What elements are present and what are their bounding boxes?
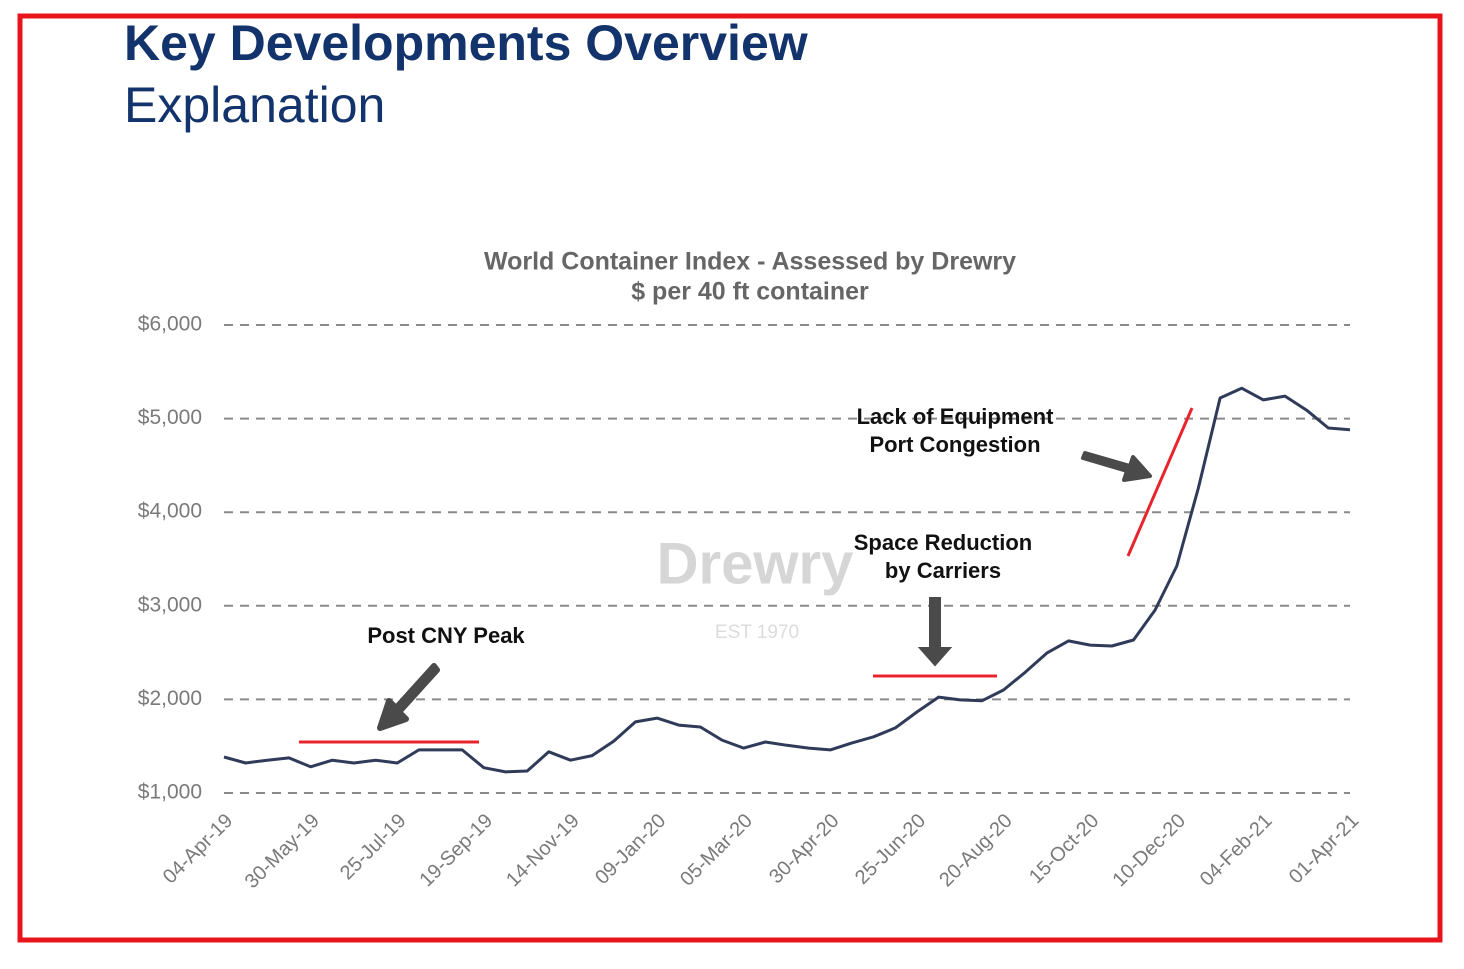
x-tick-label: 30-May-19 [241, 810, 324, 893]
annotation-line [1126, 407, 1194, 557]
annotation: Post CNY Peak [367, 623, 525, 648]
watermark: EST 1970 [715, 622, 799, 643]
slide-subtitle: Explanation [124, 77, 385, 133]
x-tick-label: 04-Feb-21 [1196, 810, 1277, 891]
x-tick-label: 04-Apr-19 [159, 810, 237, 888]
x-tick-label: 05-Mar-20 [676, 810, 757, 891]
watermark: Drewry [657, 531, 854, 596]
x-tick-label: 15-Oct-20 [1025, 810, 1103, 888]
annotation: Space Reduction [854, 530, 1032, 555]
frame [17, 13, 1443, 943]
x-tick-label: 25-Jun-20 [851, 810, 930, 889]
x-tick-label: 20-Aug-20 [935, 810, 1017, 892]
chart-title: World Container Index - Assessed by Drew… [484, 248, 1016, 276]
annotation: by Carriers [885, 558, 1001, 583]
x-tick-label: 14-Nov-19 [502, 810, 584, 892]
x-tick-label: 01-Apr-21 [1285, 810, 1363, 888]
chart-subtitle: $ per 40 ft container [631, 278, 869, 306]
x-tick-label: 25-Jul-19 [336, 810, 411, 885]
annotation: Lack of Equipment [857, 404, 1054, 429]
annotation: Port Congestion [869, 432, 1040, 457]
arrow [377, 663, 440, 731]
arrow [1081, 451, 1152, 482]
x-tick-label: 19-Sep-19 [416, 810, 498, 892]
y-tick-label: $1,000 [138, 781, 202, 804]
y-tick-label: $6,000 [138, 313, 202, 336]
data-line [223, 386, 1351, 774]
y-tick-label: $5,000 [138, 406, 202, 429]
y-tick-label: $2,000 [138, 687, 202, 710]
x-tick-label: 09-Jan-20 [591, 810, 670, 889]
x-tick-label: 10-Dec-20 [1108, 810, 1190, 892]
y-tick-label: $4,000 [138, 500, 202, 523]
slide-title: Key Developments Overview [124, 15, 808, 71]
arrow [917, 597, 953, 667]
x-tick-label: 30-Apr-20 [765, 810, 843, 888]
y-tick-label: $3,000 [138, 593, 202, 616]
plot: $1,000 $2,000 $3,000 $4,000 $5,000 $6,000 04-A… [138, 313, 1364, 893]
